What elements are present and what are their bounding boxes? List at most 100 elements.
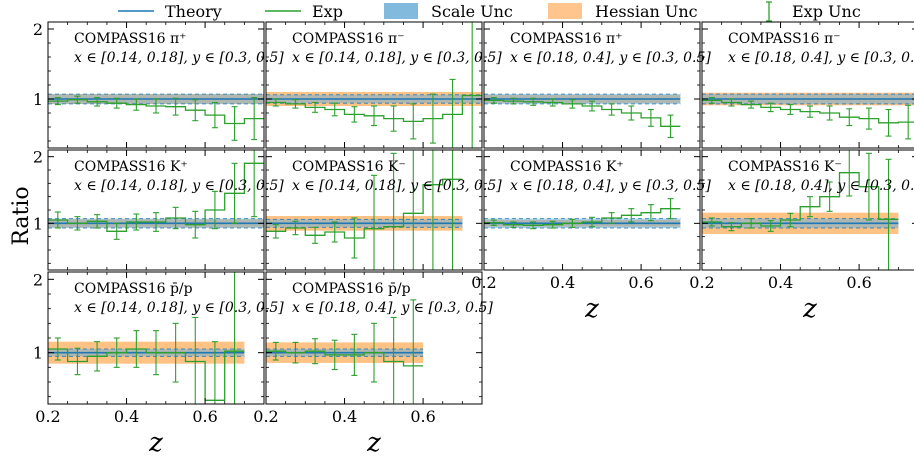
panel-7: COMPASS16 K⁺ x ∈ [0.18, 0.4], y ∈ [0.3, 0… xyxy=(483,149,711,271)
y-tick-label: 2 xyxy=(33,20,43,39)
exp-error-bar xyxy=(807,196,813,218)
panel-kinematics: x ∈ [0.18, 0.4], y ∈ [0.3, 0.5] xyxy=(510,178,711,194)
exp-error-bar xyxy=(54,337,61,361)
x-tick-label: 0.4 xyxy=(550,273,575,292)
exp-error-bar xyxy=(192,316,199,404)
exp-error-bar xyxy=(728,98,735,107)
exp-error-bar xyxy=(429,93,436,144)
exp-error-bar xyxy=(530,97,537,106)
legend-item-expunc: Exp Unc xyxy=(766,1,861,22)
exp-error-bar xyxy=(312,338,319,365)
exp-error-bar xyxy=(390,152,397,270)
exp-error-bar xyxy=(549,98,556,107)
exp-error-bar xyxy=(113,97,120,109)
panel-3: COMPASS16 π⁺ x ∈ [0.18, 0.4], y ∈ [0.3, 0… xyxy=(483,21,711,149)
exp-error-bar xyxy=(471,22,473,148)
exp-error-bar xyxy=(94,214,101,229)
exp-error-bar xyxy=(569,99,576,109)
panel-title: COMPASS16 π⁺ xyxy=(74,31,187,47)
exp-error-bar xyxy=(787,212,794,228)
legend: Theory Exp Scale Unc Hessian Unc Exp Unc xyxy=(118,1,861,22)
exp-error-bar xyxy=(490,97,497,104)
legend-item-hessian: Hessian Unc xyxy=(548,2,698,21)
panel-plot-area xyxy=(702,150,899,270)
exp-error-bar xyxy=(549,220,556,229)
x-tick-label: 0.6 xyxy=(846,273,871,292)
exp-step-line xyxy=(266,350,424,367)
exp-error-bar xyxy=(272,98,279,107)
exp-error-bar xyxy=(371,174,377,270)
panel-5: 1 2 COMPASS16 K⁺ x ∈ [0.14, 0.18], y ∈ [0.3… xyxy=(33,148,284,271)
exp-error-bar xyxy=(351,217,358,259)
x-tick-label: 0.2 xyxy=(253,407,278,426)
exp-error-bar xyxy=(826,181,833,212)
exp-error-bar xyxy=(54,97,61,106)
x-tick-label: 0.6 xyxy=(410,407,435,426)
exp-error-bar xyxy=(292,220,299,236)
y-tick-label: 1 xyxy=(33,344,43,363)
exp-step-line xyxy=(266,178,463,239)
panel-title: COMPASS16 K⁻ xyxy=(728,159,842,175)
panels: 1 2 COMPASS16 π⁺ x ∈ [0.14, 0.18], y ∈ [0.3… xyxy=(33,20,914,458)
x-tick-label: 0.2 xyxy=(471,273,496,292)
exp-error-bar xyxy=(94,341,101,372)
exp-error-bar xyxy=(748,218,755,229)
exp-error-bar xyxy=(885,108,892,137)
exp-error-bar xyxy=(74,347,81,376)
exp-step-line xyxy=(484,208,681,226)
legend-label-hessian: Hessian Unc xyxy=(595,2,698,21)
legend-label-theory: Theory xyxy=(165,2,222,21)
exp-error-bar xyxy=(312,226,319,244)
exp-error-bar xyxy=(153,330,159,376)
exp-error-bar xyxy=(351,106,358,123)
exp-error-bar xyxy=(231,162,238,224)
panel-plot-area xyxy=(484,93,681,139)
legend-label-exp: Exp xyxy=(312,2,343,21)
panel-kinematics: x ∈ [0.18, 0.4], y ∈ [0.3, 0.5] xyxy=(728,178,914,194)
exp-error-bar xyxy=(133,213,140,231)
x-axis-label: z xyxy=(366,428,381,458)
panel-plot-area xyxy=(702,92,914,140)
exp-error-bar xyxy=(331,221,338,243)
panel-title: COMPASS16 K⁺ xyxy=(510,159,624,175)
legend-label-expunc: Exp Unc xyxy=(792,2,861,21)
panel-title: COMPASS16 π⁺ xyxy=(510,31,623,47)
exp-error-bar xyxy=(272,224,279,239)
exp-error-bar xyxy=(608,212,615,224)
panel-title: COMPASS16 p̄/p xyxy=(292,281,411,297)
exp-error-bar xyxy=(608,103,615,116)
exp-error-bar xyxy=(192,99,199,122)
panel-plot-area xyxy=(266,299,424,404)
exp-error-bar xyxy=(787,104,794,115)
panel-plot-area xyxy=(266,22,482,148)
exp-error-bar xyxy=(113,222,120,240)
exp-error-bar xyxy=(905,104,912,140)
exp-error-bar xyxy=(211,341,218,404)
exp-error-bar xyxy=(390,105,397,132)
exp-error-bar xyxy=(510,221,517,228)
panel-9: 1 2 COMPASS16 p̄/p x ∈ [0.14, 0.18], y ∈ [0… xyxy=(33,270,284,405)
exp-error-bar xyxy=(231,106,238,141)
exp-error-bar xyxy=(432,150,434,270)
exp-step-line xyxy=(484,99,681,127)
exp-error-bar xyxy=(667,198,674,220)
panel-plot-area xyxy=(266,150,463,270)
exp-error-bar xyxy=(251,150,258,218)
exp-error-bar xyxy=(530,221,537,230)
exp-error-bar xyxy=(133,330,140,368)
exp-error-bar xyxy=(647,204,654,222)
panel-8: COMPASS16 K⁻ x ∈ [0.18, 0.4], y ∈ [0.3, 0… xyxy=(701,149,914,271)
exp-error-bar xyxy=(351,333,358,376)
panel-plot-area xyxy=(48,150,264,240)
x-tick-label: 0.4 xyxy=(114,407,139,426)
exp-step-line xyxy=(702,172,899,228)
exp-error-bar xyxy=(628,208,635,223)
x-tick-label: 0.2 xyxy=(689,273,714,292)
exp-error-bar xyxy=(569,218,576,228)
exp-error-bar xyxy=(589,216,595,228)
panel-kinematics: x ∈ [0.18, 0.4], y ∈ [0.3, 0.5] xyxy=(728,50,914,66)
exp-error-bar xyxy=(589,100,595,112)
x-tick-label: 0.4 xyxy=(768,273,793,292)
exp-error-bar xyxy=(807,105,813,118)
